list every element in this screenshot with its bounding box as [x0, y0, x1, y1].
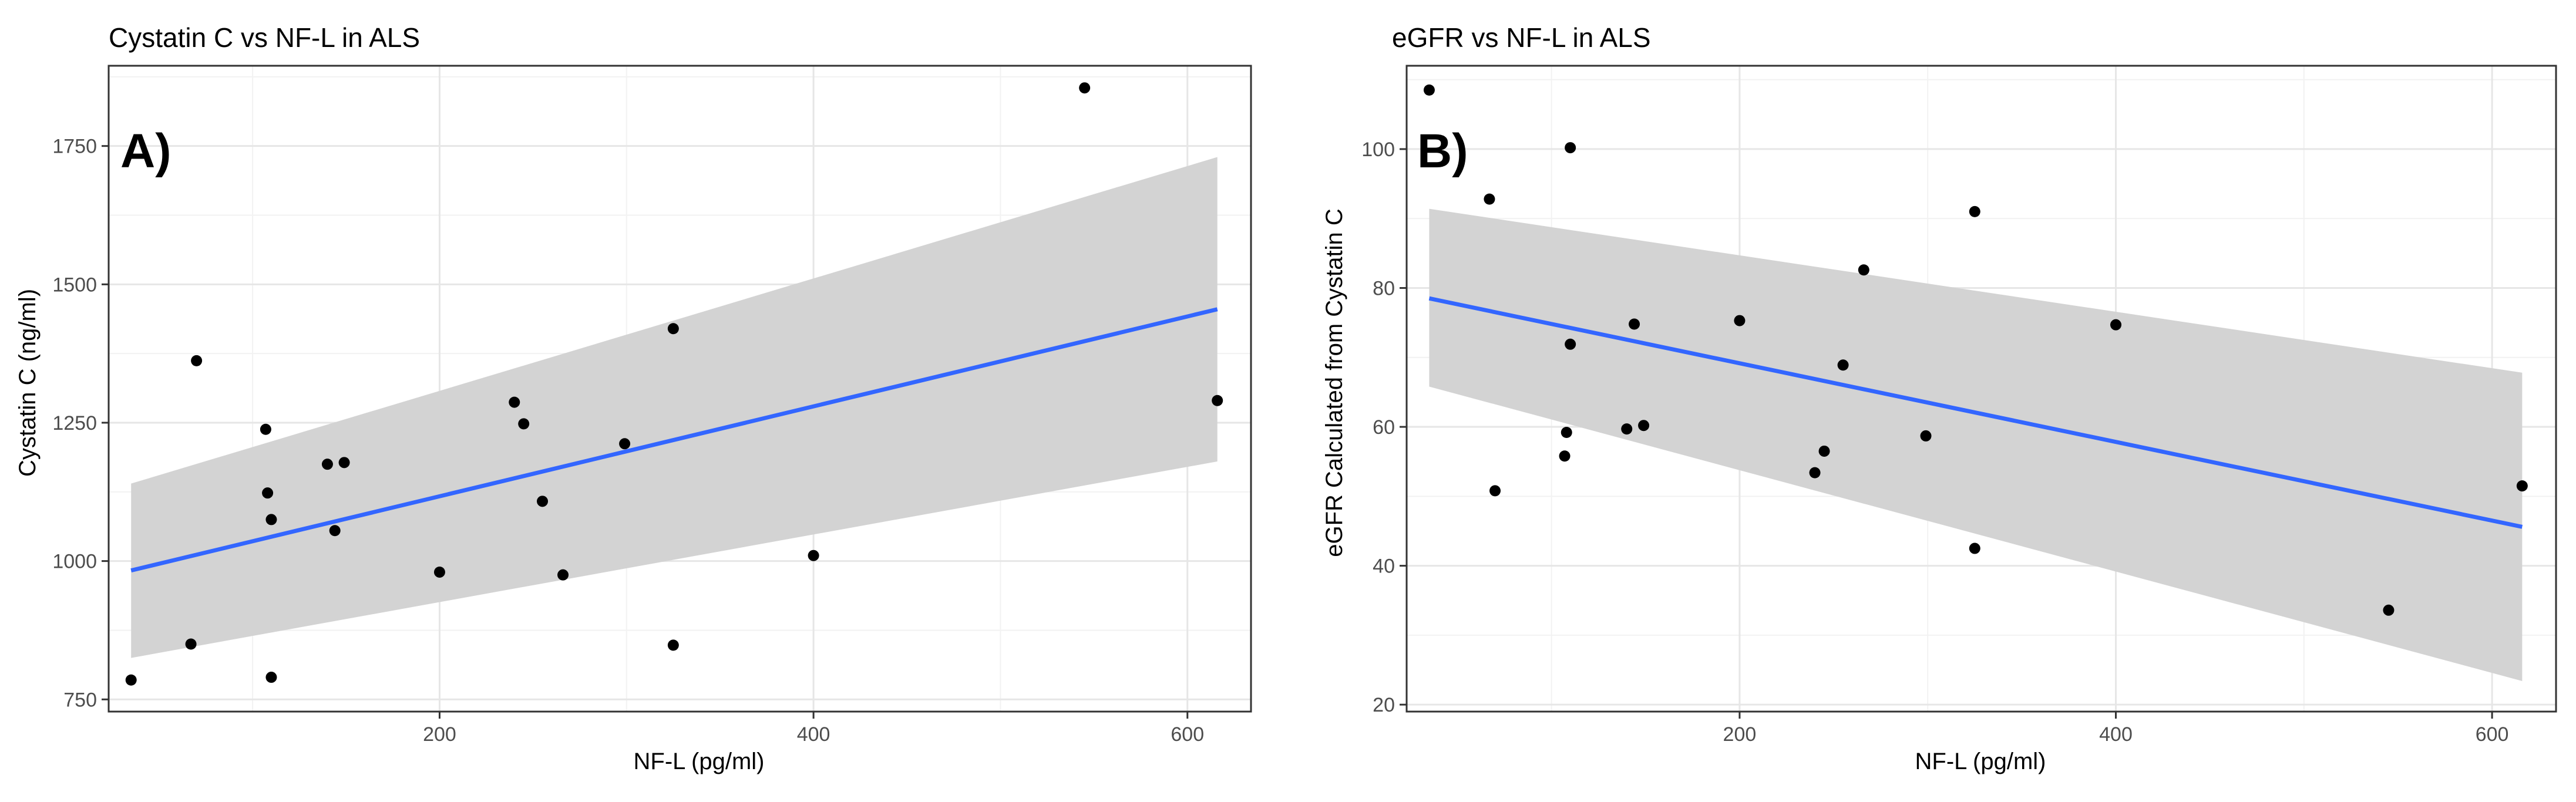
panel-a-data-point	[518, 418, 530, 430]
panel-a-data-point	[262, 487, 274, 499]
panel-a-x-tick-label: 400	[797, 723, 830, 746]
panel-a-data-point	[509, 396, 520, 408]
panel-a-data-point	[338, 457, 350, 469]
panel-a-y-axis-title: Cystatin C (ng/ml)	[15, 289, 41, 477]
panel-a-data-point	[329, 525, 341, 537]
panel-b-ci-band	[1429, 208, 2523, 681]
panel-b-data-point	[2110, 319, 2122, 331]
panel-b-egfr: eGFR vs NF-L in ALS 200 400 600 20 40 60 80 10…	[1321, 22, 2557, 774]
panel-a-data-point	[185, 638, 197, 650]
panel-a-data-point	[619, 438, 631, 450]
panel-a-cystatin-c: Cystatin C vs NF-L in ALS 200 400 600 750 1…	[15, 22, 1252, 774]
panel-b-data-point	[1818, 445, 1830, 457]
panel-b-data-point	[2516, 480, 2528, 492]
panel-a-y-tick-label: 1750	[52, 136, 97, 158]
panel-b-x-tick-label: 400	[2099, 723, 2133, 746]
panel-a-data-point	[321, 459, 333, 470]
panel-b-data-point	[1969, 205, 1980, 217]
panel-b-data-point	[1809, 467, 1821, 478]
panel-a-data-point	[260, 423, 271, 435]
panel-a-x-tick-label: 600	[1171, 723, 1204, 746]
panel-a-y-ticks: 750 1000 1250 1500 1750	[52, 136, 109, 711]
panel-a-points	[125, 82, 1223, 686]
panel-b-data-point	[1734, 315, 1746, 326]
panel-b-label: B)	[1417, 124, 1468, 178]
panel-a-y-tick-label: 1250	[52, 412, 97, 434]
panel-a-data-point	[433, 566, 445, 578]
panel-a-confidence-band	[131, 157, 1218, 658]
panel-b-y-tick-label: 80	[1373, 277, 1395, 299]
panel-b-x-tick-label: 200	[1723, 723, 1757, 746]
panel-a-data-point	[667, 323, 679, 335]
panel-b-x-axis-title: NF-L (pg/ml)	[1915, 749, 2046, 774]
panel-a-data-point	[191, 355, 203, 366]
panel-b-data-point	[1621, 423, 1633, 435]
panel-b-data-point	[2383, 604, 2395, 616]
panel-b-data-point	[1423, 84, 1435, 96]
panel-b-data-point	[1858, 264, 1869, 276]
panel-b-confidence-band	[1429, 208, 2523, 681]
panel-b-points	[1423, 84, 2528, 616]
panel-a-y-tick-label: 1500	[52, 274, 97, 296]
panel-a-x-tick-label: 200	[423, 723, 456, 746]
panel-b-data-point	[1559, 450, 1571, 462]
panel-a-fit-line	[130, 307, 1218, 573]
panel-a-data-point	[125, 674, 137, 686]
panel-a-x-axis-title: NF-L (pg/ml)	[634, 749, 765, 774]
panel-a-data-point	[808, 550, 819, 561]
panel-b-data-point	[1565, 142, 1576, 154]
panel-b-title: eGFR vs NF-L in ALS	[1392, 22, 1651, 53]
panel-a-data-point	[667, 639, 679, 651]
panel-a-frame	[107, 65, 1252, 713]
panel-b-data-point	[1489, 485, 1501, 497]
panel-b-y-tick-label: 40	[1373, 555, 1395, 578]
panel-a-x-ticks: 200 400 600	[423, 712, 1204, 746]
panel-a-ci-band	[131, 157, 1218, 658]
panel-a-label: A)	[120, 124, 171, 178]
panel-a-y-tick-label: 1000	[52, 551, 97, 573]
panel-b-data-point	[1629, 318, 1640, 330]
panel-a-y-tick-label: 750	[63, 689, 97, 711]
panel-a-data-point	[1212, 395, 1223, 406]
panel-b-x-tick-label: 600	[2476, 723, 2509, 746]
panel-a-data-point	[1079, 82, 1091, 94]
panel-a-data-point	[537, 496, 549, 507]
panel-b-data-point	[1638, 420, 1650, 432]
panel-b-data-point	[1837, 359, 1849, 371]
panel-a-data-point	[557, 569, 569, 581]
panel-b-y-ticks: 20 40 60 80 100	[1361, 139, 1407, 716]
panel-a-data-point	[265, 514, 277, 525]
panel-b-y-axis-title: eGFR Calculated from Cystatin C	[1321, 208, 1347, 557]
panel-b-y-tick-label: 100	[1361, 139, 1395, 161]
panel-a-fit-line-group	[130, 307, 1218, 573]
panel-b-frame	[1405, 65, 2557, 713]
panel-a-data-point	[265, 672, 277, 683]
panel-a-title: Cystatin C vs NF-L in ALS	[109, 22, 420, 53]
panel-b-fit-line-group	[1428, 296, 2523, 529]
panel-b-fit-line	[1428, 296, 2523, 529]
panel-b-x-ticks: 200 400 600	[1723, 712, 2509, 746]
panel-b-data-point	[1561, 427, 1572, 439]
panel-b-data-point	[1565, 338, 1576, 350]
panel-b-y-tick-label: 60	[1373, 416, 1395, 439]
panel-b-data-point	[1969, 542, 1980, 554]
panel-b-data-point	[1920, 430, 1932, 442]
panel-b-data-point	[1484, 193, 1495, 205]
panel-b-y-tick-label: 20	[1373, 694, 1395, 716]
